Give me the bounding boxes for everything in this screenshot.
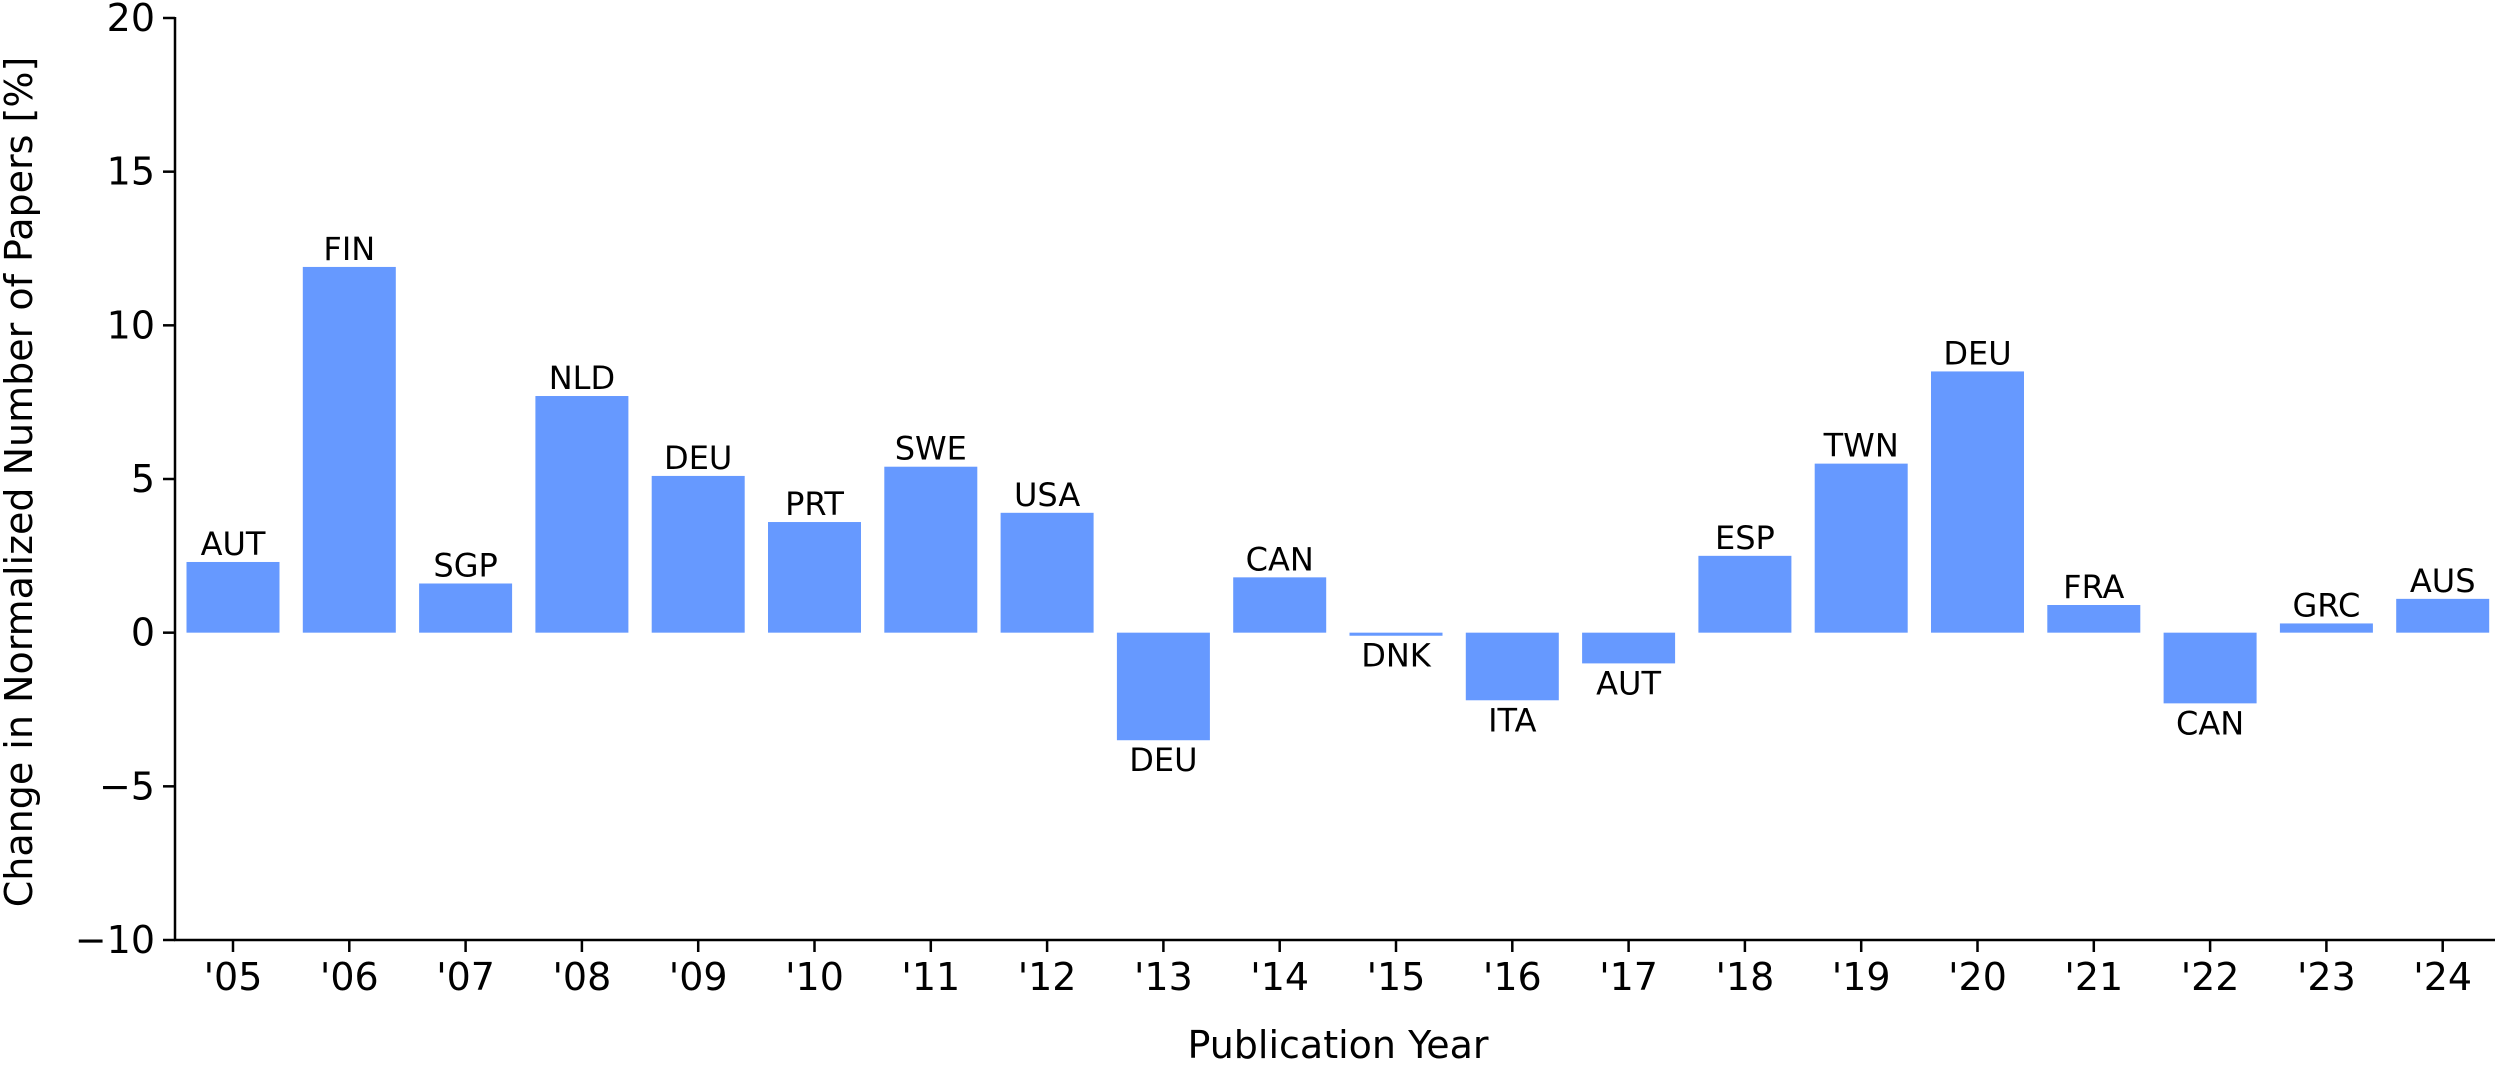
bar-15 [1931, 371, 2024, 633]
x-tick-label-12: '17 [1599, 955, 1658, 999]
y-axis: −10 −5 0 5 10 15 20 [75, 0, 177, 962]
bars-group [186, 266, 2490, 741]
x-tick-label-8: '13 [1134, 955, 1193, 999]
bar-label-1: FIN [323, 230, 375, 268]
bar-labels-group: AUT FIN SGP NLD DEU PRT SWE USA DEU CAN DNK ITA AUT E… [201, 230, 2476, 779]
bar-7 [1000, 512, 1094, 633]
bar-label-17: CAN [2176, 704, 2244, 742]
bar-0 [186, 561, 280, 633]
bar-label-16: FRA [2063, 568, 2124, 606]
bar-label-4: DEU [664, 439, 732, 477]
y-tick-label-4: 10 [107, 303, 155, 347]
bar-label-12: AUT [1596, 664, 1661, 702]
x-axis-title: Publication Year [1187, 1023, 1488, 1067]
x-tick-label-10: '15 [1367, 955, 1426, 999]
bar-label-9: CAN [1246, 540, 1314, 578]
x-tick-label-11: '16 [1483, 955, 1542, 999]
bar-1 [302, 266, 396, 633]
x-tick-label-6: '11 [901, 955, 960, 999]
y-tick-label-2: 0 [131, 611, 155, 655]
x-tick-label-4: '09 [669, 955, 728, 999]
bar-label-5: PRT [785, 485, 844, 523]
x-tick-label-9: '14 [1250, 955, 1309, 999]
bar-label-13: ESP [1715, 519, 1775, 557]
x-axis: '05 '06 '07 '08 '09 '10 '11 '12 '13 '14 '15 '16 '17 '… [174, 938, 2495, 999]
bar-11 [1465, 632, 1559, 701]
bar-label-2: SGP [433, 546, 497, 584]
bar-label-10: DNK [1361, 637, 1432, 675]
bar-18 [2279, 623, 2373, 633]
y-tick-label-1: −5 [99, 764, 155, 808]
y-tick-label-3: 5 [131, 457, 155, 501]
x-tick-label-18: '23 [2297, 955, 2356, 999]
bar-label-11: ITA [1488, 701, 1537, 739]
bar-2 [419, 583, 513, 633]
bar-17 [2163, 632, 2257, 704]
x-tick-label-1: '06 [320, 955, 379, 999]
x-tick-label-5: '10 [785, 955, 844, 999]
bar-16 [2047, 605, 2141, 633]
bar-label-19: AUS [2410, 562, 2476, 600]
x-tick-label-15: '20 [1948, 955, 2007, 999]
x-tick-label-0: '05 [204, 955, 263, 999]
y-tick-label-0: −10 [75, 918, 155, 962]
bar-label-7: USA [1014, 476, 1080, 514]
y-tick-label-5: 15 [107, 150, 155, 194]
bar-label-14: TWN [1823, 427, 1899, 465]
bar-5 [768, 522, 861, 633]
bar-8 [1116, 632, 1210, 741]
y-axis-title: Change in Normalized Number of Papers [%… [0, 57, 41, 908]
bar-4 [651, 475, 745, 633]
bar-9 [1233, 577, 1327, 633]
bar-label-0: AUT [201, 525, 266, 563]
bar-6 [884, 466, 978, 633]
y-tick-label-6: 20 [107, 0, 155, 40]
x-tick-label-17: '22 [2181, 955, 2240, 999]
bar-14 [1814, 463, 1908, 633]
x-tick-label-14: '19 [1832, 955, 1891, 999]
bar-19 [2396, 598, 2490, 633]
x-tick-label-13: '18 [1715, 955, 1774, 999]
bar-label-18: GRC [2293, 586, 2361, 624]
bar-label-15: DEU [1943, 334, 2011, 372]
x-tick-label-16: '21 [2064, 955, 2123, 999]
bar-label-8: DEU [1129, 741, 1197, 779]
bar-13 [1698, 555, 1792, 633]
bar-10 [1349, 632, 1443, 636]
x-tick-label-7: '12 [1018, 955, 1077, 999]
bar-label-3: NLD [549, 359, 615, 397]
bar-label-6: SWE [895, 430, 967, 468]
bar-3 [535, 396, 629, 633]
x-tick-label-19: '24 [2413, 955, 2472, 999]
bar-12 [1582, 632, 1676, 664]
x-tick-label-2: '07 [436, 955, 495, 999]
x-tick-label-3: '08 [552, 955, 611, 999]
